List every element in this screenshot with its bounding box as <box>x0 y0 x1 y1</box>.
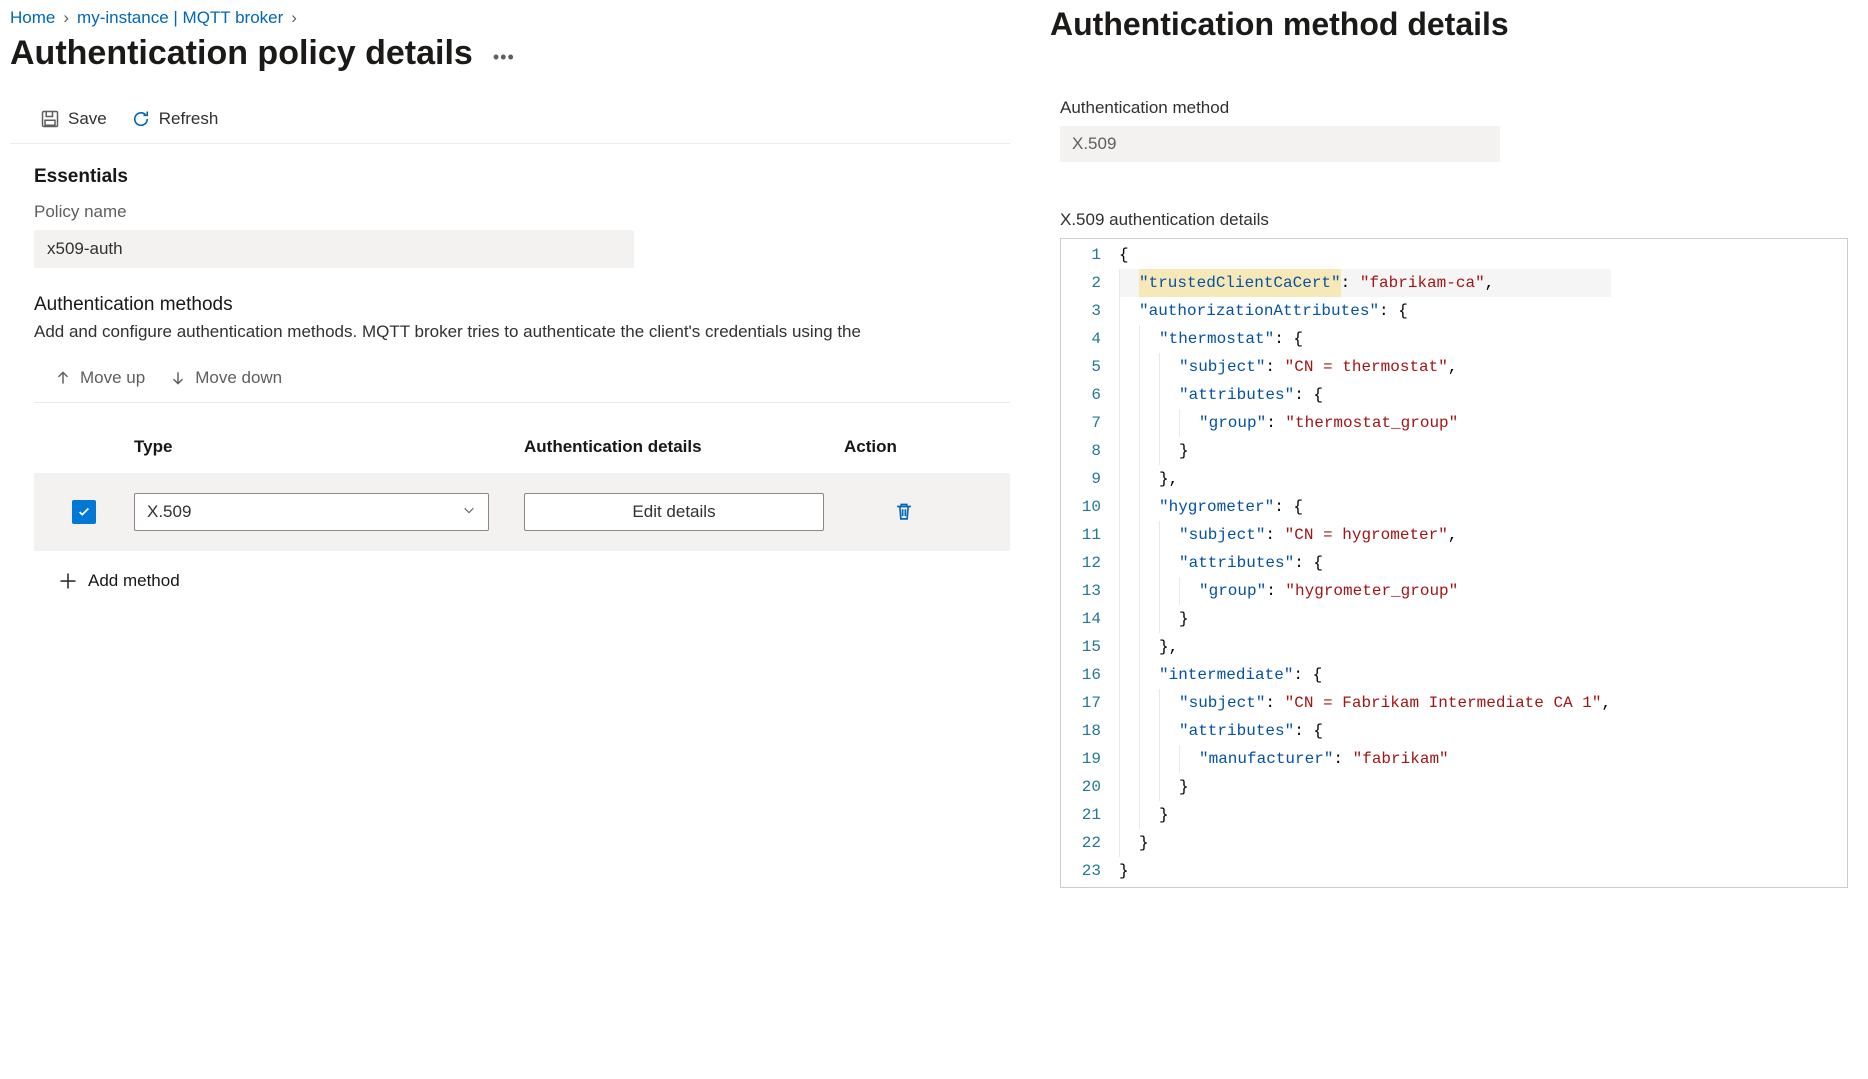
more-icon[interactable]: ••• <box>493 47 515 68</box>
refresh-label: Refresh <box>159 109 219 129</box>
chevron-right-icon: › <box>63 8 69 28</box>
essentials-heading: Essentials <box>34 166 1010 188</box>
add-method-button[interactable]: Add method <box>34 551 180 591</box>
col-type: Type <box>134 437 524 457</box>
move-down-button[interactable]: Move down <box>169 368 282 388</box>
main-pane: Home › my-instance | MQTT broker › Authe… <box>0 0 1020 1079</box>
breadcrumb-home[interactable]: Home <box>10 8 55 28</box>
col-action: Action <box>844 437 964 457</box>
chevron-down-icon <box>462 502 476 522</box>
save-icon <box>40 109 60 129</box>
arrow-down-icon <box>169 369 187 387</box>
add-method-label: Add method <box>88 571 180 591</box>
save-label: Save <box>68 109 107 129</box>
details-pane: Authentication method details Authentica… <box>1020 0 1868 1079</box>
method-label: Authentication method <box>1060 98 1848 118</box>
arrow-up-icon <box>54 369 72 387</box>
details-code-label: X.509 authentication details <box>1060 210 1848 230</box>
chevron-right-icon: › <box>291 8 297 28</box>
code-editor[interactable]: 1234567891011121314151617181920212223 {"… <box>1060 238 1848 888</box>
save-button[interactable]: Save <box>40 109 107 129</box>
details-title: Authentication method details <box>1050 6 1848 43</box>
toolbar: Save Refresh <box>10 101 1010 144</box>
row-checkbox[interactable] <box>72 500 96 524</box>
page-title: Authentication policy details <box>10 34 473 73</box>
breadcrumb: Home › my-instance | MQTT broker › <box>10 0 1010 34</box>
method-field: X.509 <box>1060 126 1500 162</box>
policy-name-label: Policy name <box>34 202 1010 222</box>
code-body[interactable]: {"trustedClientCaCert": "fabrikam-ca","a… <box>1113 239 1611 887</box>
auth-methods-description: Add and configure authentication methods… <box>34 322 1010 342</box>
refresh-icon <box>131 109 151 129</box>
delete-icon[interactable] <box>893 501 915 523</box>
edit-details-label: Edit details <box>632 502 715 522</box>
type-select[interactable]: X.509 <box>134 493 489 531</box>
check-icon <box>77 505 91 519</box>
breadcrumb-instance[interactable]: my-instance | MQTT broker <box>77 8 283 28</box>
move-down-label: Move down <box>195 368 282 388</box>
col-details: Authentication details <box>524 437 844 457</box>
table-row: X.509 Edit details <box>34 473 1010 551</box>
type-select-value: X.509 <box>147 502 191 522</box>
edit-details-button[interactable]: Edit details <box>524 493 824 531</box>
methods-table: Type Authentication details Action <box>34 427 1010 551</box>
policy-name-field: x509-auth <box>34 230 634 268</box>
code-gutter: 1234567891011121314151617181920212223 <box>1061 239 1113 887</box>
move-up-button[interactable]: Move up <box>54 368 145 388</box>
move-up-label: Move up <box>80 368 145 388</box>
refresh-button[interactable]: Refresh <box>131 109 219 129</box>
plus-icon <box>58 571 78 591</box>
auth-methods-heading: Authentication methods <box>34 294 1010 316</box>
